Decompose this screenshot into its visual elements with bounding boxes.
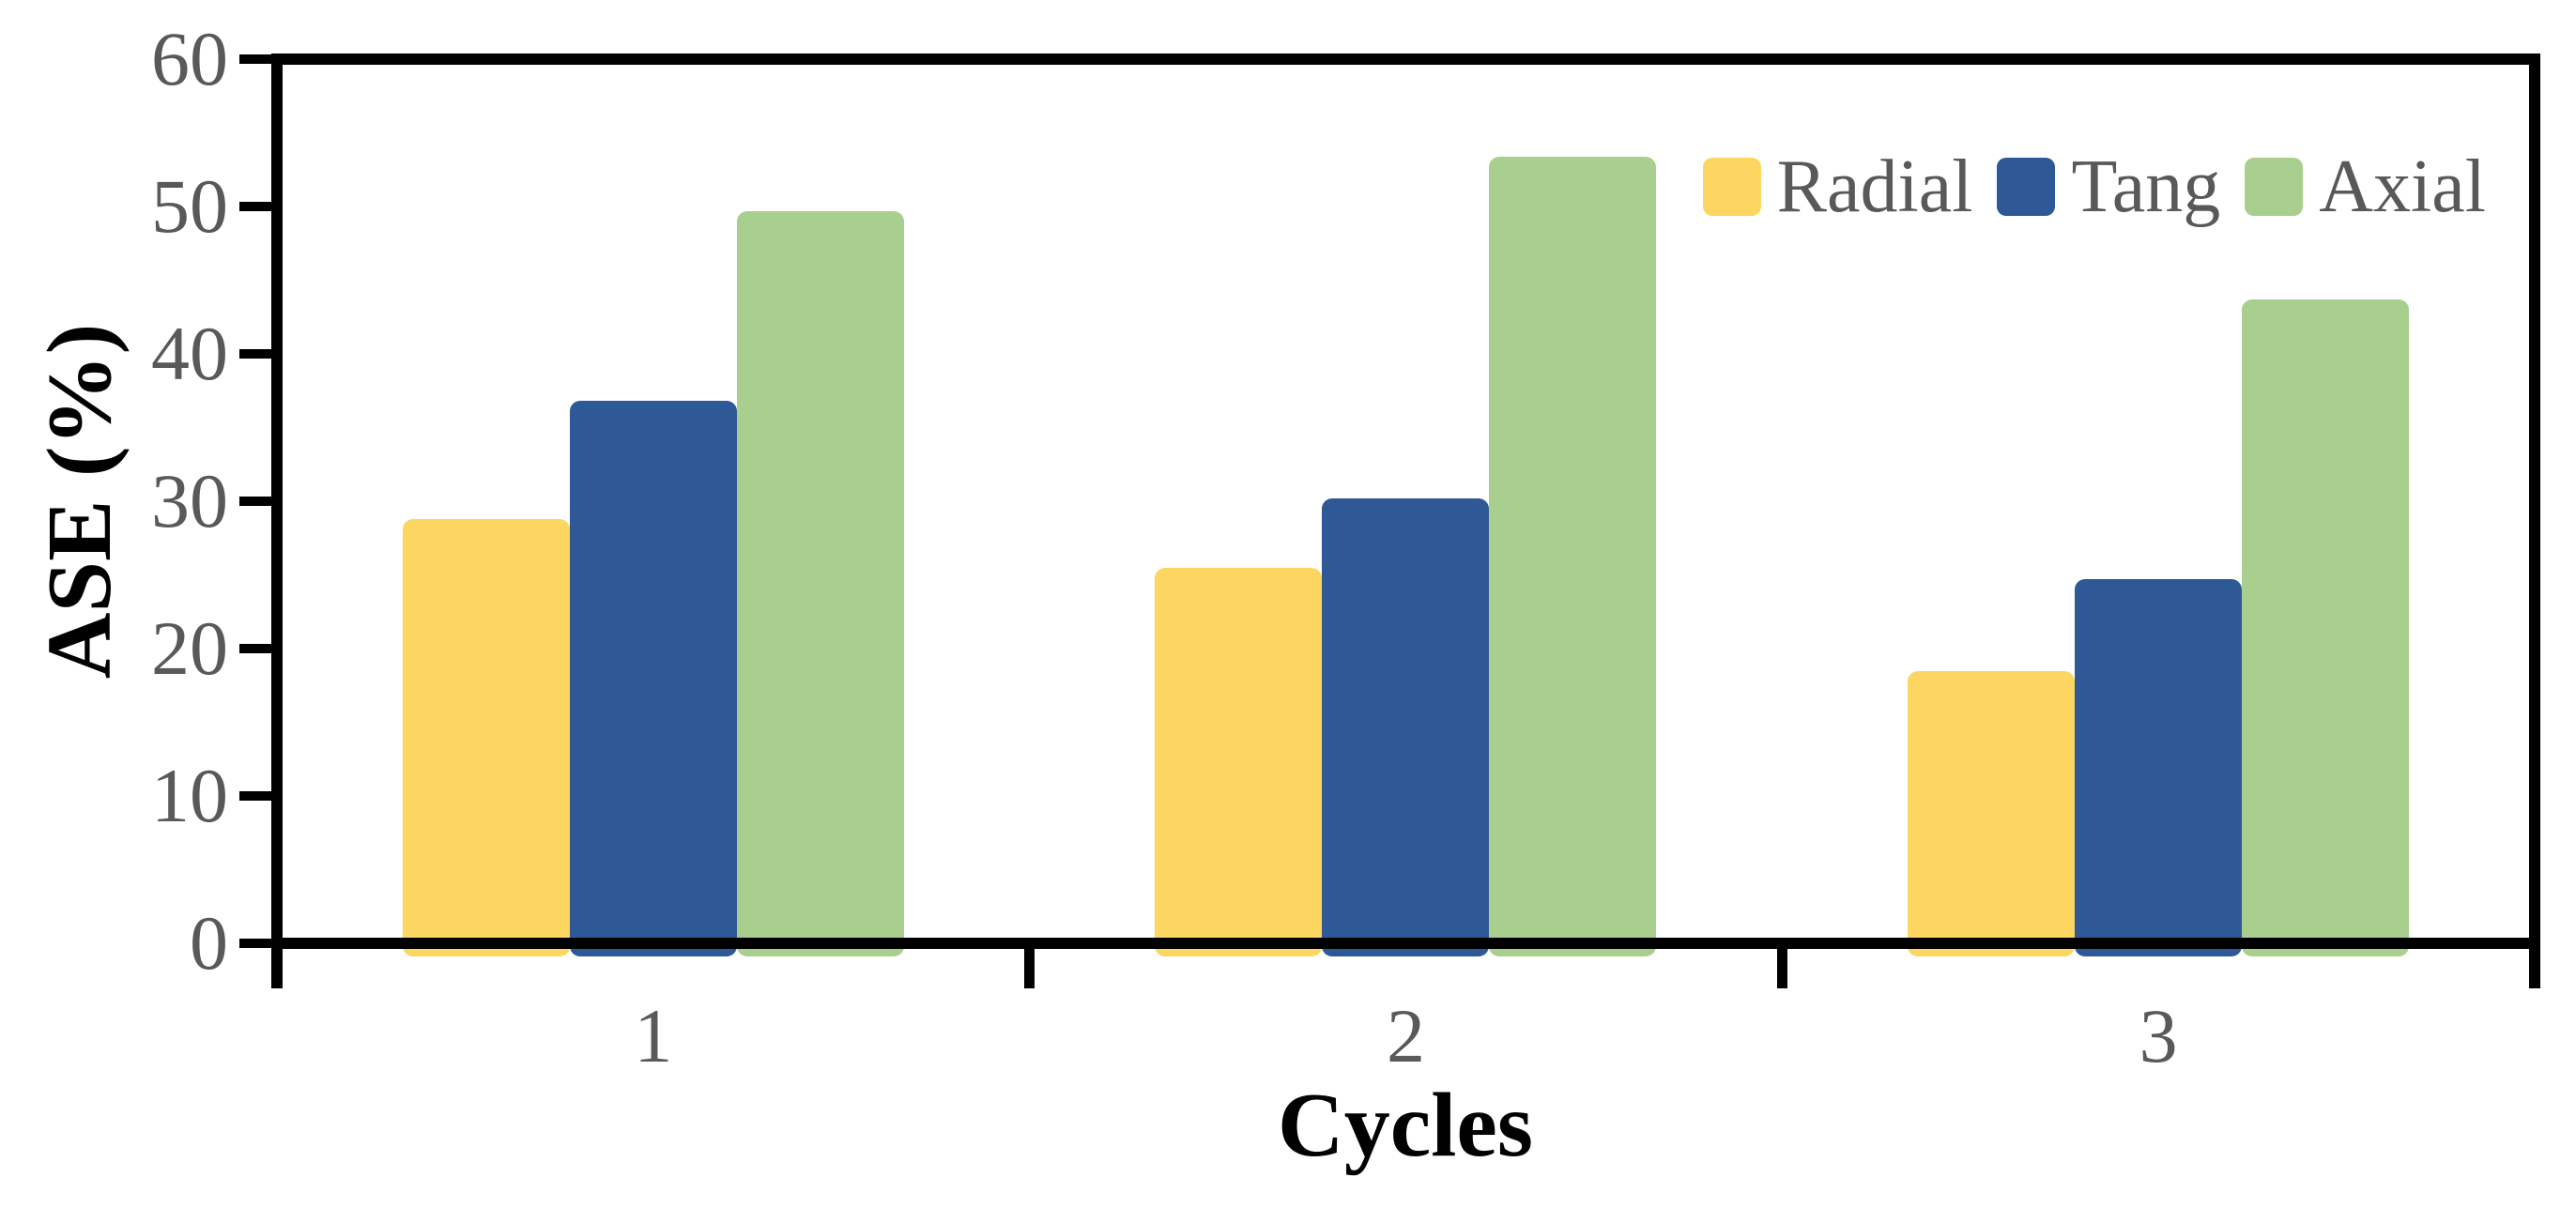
bar-axial-cycle-2 xyxy=(1489,156,1657,956)
y-tick-label: 10 xyxy=(151,753,228,838)
x-tick xyxy=(1024,949,1035,988)
y-tick-label: 30 xyxy=(151,458,228,543)
y-tick-label: 20 xyxy=(151,605,228,691)
y-tick-label: 0 xyxy=(190,900,228,986)
y-tick xyxy=(239,939,273,948)
bar-axial-cycle-3 xyxy=(2242,298,2410,956)
plot-border-right xyxy=(2529,54,2540,988)
legend: Radial Tang Axial xyxy=(1702,145,2486,228)
bar-group xyxy=(1782,59,2535,956)
bar-group xyxy=(277,59,1030,956)
legend-item-tang: Tang xyxy=(1997,149,2220,224)
bar-axial-cycle-1 xyxy=(736,210,904,956)
legend-label: Radial xyxy=(1776,145,1973,228)
legend-swatch-tang xyxy=(1997,158,2056,216)
x-category-label: 1 xyxy=(634,993,673,1078)
y-tick-label: 50 xyxy=(151,163,228,249)
x-category-label: 3 xyxy=(2139,993,2178,1078)
bar-radial-cycle-3 xyxy=(1908,670,2076,956)
bar-radial-cycle-2 xyxy=(1155,567,1323,956)
bar-group xyxy=(1030,59,1783,956)
y-tick xyxy=(239,644,273,653)
legend-label: Axial xyxy=(2319,145,2486,228)
bar-radial-cycle-1 xyxy=(402,518,570,956)
legend-swatch-radial xyxy=(1702,158,1761,216)
bar-tang-cycle-1 xyxy=(569,401,737,956)
x-tick xyxy=(271,949,283,988)
x-category-label: 2 xyxy=(1387,993,1425,1078)
legend-label: Tang xyxy=(2071,145,2221,228)
x-tick xyxy=(2529,949,2540,988)
plot-border-top xyxy=(271,54,2540,65)
legend-swatch-axial xyxy=(2245,158,2304,216)
legend-item-radial: Radial xyxy=(1702,145,1973,228)
y-tick xyxy=(239,349,273,359)
y-axis-line xyxy=(271,54,283,988)
y-tick xyxy=(239,791,273,801)
y-tick xyxy=(239,497,273,506)
x-axis-title: Cycles xyxy=(1277,1075,1534,1176)
y-tick-label: 40 xyxy=(151,311,228,396)
x-tick xyxy=(1776,949,1787,988)
y-tick xyxy=(239,202,273,211)
y-tick-label: 60 xyxy=(151,16,228,101)
y-tick xyxy=(239,54,273,64)
bar-tang-cycle-2 xyxy=(1322,497,1490,956)
legend-item-axial: Axial xyxy=(2245,149,2486,224)
x-axis-line xyxy=(271,938,2540,949)
bar-tang-cycle-3 xyxy=(2075,579,2243,956)
plot-area: Radial Tang Axial xyxy=(239,54,2540,988)
